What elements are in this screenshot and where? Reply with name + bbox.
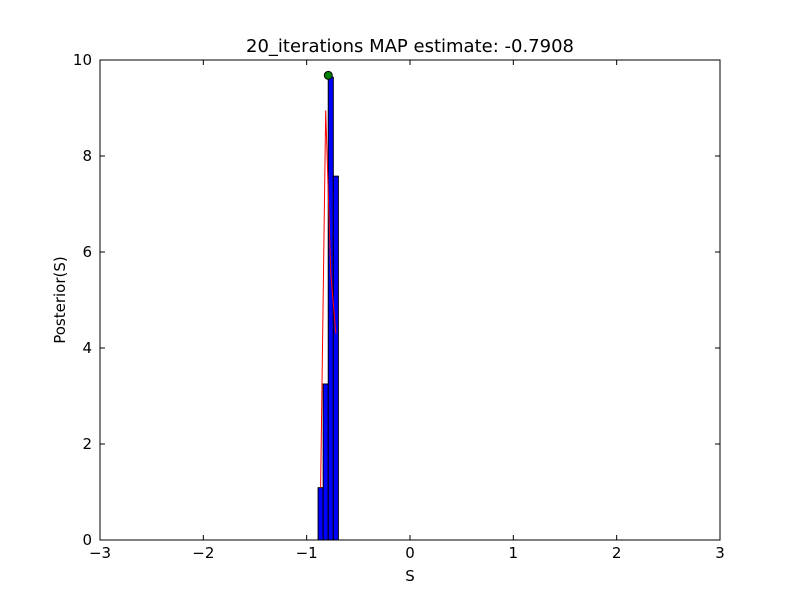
map-estimate-point <box>323 70 333 80</box>
posterior-line <box>320 110 337 488</box>
histogram-bar <box>322 383 329 540</box>
histogram-bar <box>332 175 339 540</box>
plot-area <box>317 76 339 540</box>
x-tick-label: −3 <box>89 544 111 562</box>
y-axis-label: Posterior(S) <box>51 256 69 344</box>
x-tick-label: −2 <box>192 544 214 562</box>
chart-title: 20_iterations MAP estimate: -0.7908 <box>246 36 574 57</box>
y-tick-label: 4 <box>82 339 92 357</box>
x-tick-label: 2 <box>612 544 622 562</box>
plot-frame <box>99 59 721 541</box>
x-axis-ticks: −3 −2 −1 0 1 2 3 <box>89 60 725 562</box>
x-tick-label: 3 <box>715 544 725 562</box>
x-tick-label: 0 <box>405 544 415 562</box>
x-axis-label: S <box>405 567 415 585</box>
histogram-bar <box>327 76 334 540</box>
y-tick-label: 6 <box>82 243 92 261</box>
y-tick-label: 2 <box>82 435 92 453</box>
y-axis-ticks: 0 2 4 6 8 10 <box>73 51 720 549</box>
x-tick-label: 1 <box>509 544 519 562</box>
x-tick-label: −1 <box>296 544 318 562</box>
y-tick-label: 10 <box>73 51 92 69</box>
y-tick-label: 0 <box>82 531 92 549</box>
histogram-bar <box>317 487 324 540</box>
y-tick-label: 8 <box>82 147 92 165</box>
